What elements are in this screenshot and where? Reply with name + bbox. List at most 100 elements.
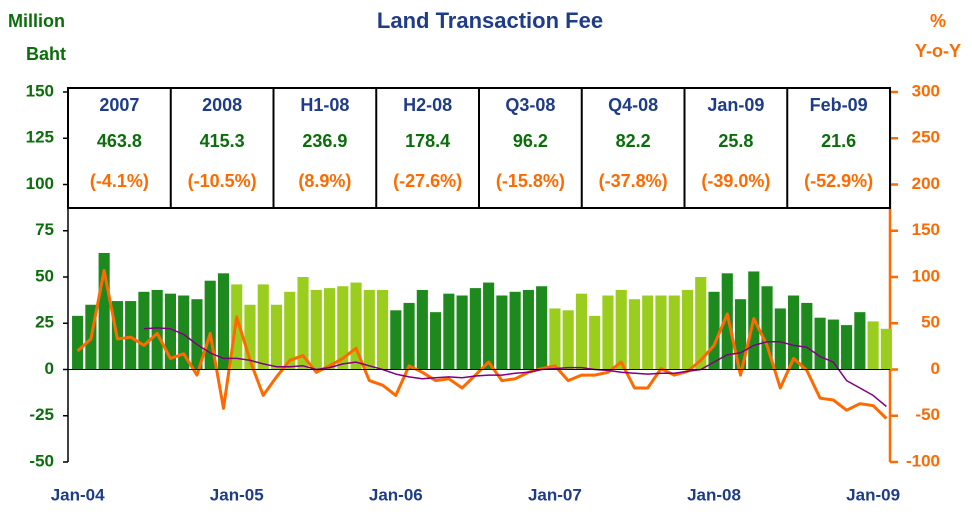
bar	[880, 328, 892, 370]
bar	[536, 286, 548, 370]
table-cell: 96.2	[513, 131, 548, 151]
bar	[430, 312, 442, 370]
bar	[403, 302, 415, 370]
bar	[416, 289, 428, 370]
summary-table: 2007 463.8 (-4.1%) 2008 415.3 (-10.5%) H1-08 23…	[67, 87, 891, 209]
bar	[854, 312, 866, 370]
y-tick-label: 125	[26, 128, 54, 147]
table-header: Q3-08	[505, 95, 555, 115]
x-tick-label: Jan-09	[846, 485, 900, 504]
y2-axis-label: Y-o-Y	[915, 41, 961, 61]
table-cell: 463.8	[97, 131, 142, 151]
bar	[390, 310, 402, 370]
bar	[191, 299, 203, 370]
table-header: Feb-09	[810, 95, 868, 115]
table-header: Q4-08	[608, 95, 658, 115]
bar	[708, 291, 720, 370]
bar	[642, 295, 654, 370]
y2-tick-label: 100	[912, 266, 940, 285]
y-axis-label: Million	[8, 11, 65, 31]
bar	[244, 304, 256, 370]
bar	[774, 308, 786, 370]
y-tick-label: -50	[29, 451, 54, 470]
y-tick-label: 0	[45, 359, 54, 378]
x-tick-label: Jan-06	[369, 485, 423, 504]
bar	[589, 315, 601, 370]
bar	[721, 273, 733, 370]
bar	[483, 282, 495, 370]
table-cell: 415.3	[200, 131, 245, 151]
bar	[655, 295, 667, 370]
table-cell: (8.9%)	[298, 171, 351, 191]
y-tick-label: 75	[35, 220, 54, 239]
table-cell: (-4.1%)	[90, 171, 149, 191]
bar	[178, 295, 190, 370]
bar	[509, 291, 521, 370]
bar	[151, 289, 163, 370]
bar	[841, 325, 853, 370]
x-tick-label: Jan-07	[528, 485, 582, 504]
table-cell: (-15.8%)	[496, 171, 565, 191]
bar	[827, 319, 839, 370]
y-tick-label: 50	[35, 266, 54, 285]
bar	[549, 308, 561, 370]
bar	[734, 299, 747, 370]
bar	[496, 295, 508, 370]
y2-tick-label: 300	[912, 81, 940, 100]
y2-tick-label: -100	[906, 451, 940, 470]
x-tick-label: Jan-04	[51, 485, 105, 504]
y2-tick-label: 150	[912, 220, 940, 239]
table-cell: 21.6	[821, 131, 856, 151]
table-cell: (-27.6%)	[393, 171, 462, 191]
bar	[125, 301, 137, 370]
bar	[297, 277, 309, 370]
y2-tick-label: 250	[912, 128, 940, 147]
bar	[668, 295, 680, 370]
bar	[695, 277, 707, 370]
bar	[867, 321, 879, 370]
bar	[628, 299, 641, 370]
bar	[284, 291, 296, 370]
y-tick-label: 150	[26, 81, 54, 100]
chart-title: Land Transaction Fee	[377, 8, 603, 33]
bar	[575, 293, 588, 370]
table-cell: 82.2	[616, 131, 651, 151]
bar	[801, 302, 813, 370]
y-tick-label: 100	[26, 174, 54, 193]
table-header: H1-08	[300, 95, 349, 115]
y2-axis-label: %	[930, 11, 946, 31]
line-series	[143, 327, 887, 408]
line-series	[76, 269, 888, 420]
table-cell: 25.8	[718, 131, 753, 151]
bar	[522, 289, 534, 370]
bar	[270, 304, 283, 370]
table-cell: (-52.9%)	[804, 171, 873, 191]
bar	[615, 289, 627, 370]
x-tick-label: Jan-05	[210, 485, 264, 504]
bar	[562, 310, 574, 370]
y-tick-label: 25	[35, 313, 54, 332]
x-tick-label: Jan-08	[687, 485, 741, 504]
table-cell: (-10.5%)	[188, 171, 257, 191]
bar	[98, 252, 110, 370]
bar	[376, 289, 389, 370]
bar	[469, 288, 481, 370]
y2-tick-label: -50	[915, 405, 940, 424]
table-cell: 178.4	[405, 131, 450, 151]
bar	[814, 317, 826, 370]
table-header: Jan-09	[707, 95, 764, 115]
bar	[323, 288, 336, 370]
bar	[363, 289, 375, 370]
bar	[681, 289, 694, 370]
bar	[787, 295, 800, 370]
bar	[164, 293, 177, 370]
bar	[456, 295, 468, 370]
y2-tick-label: 0	[931, 359, 940, 378]
table-cell: 236.9	[302, 131, 347, 151]
y2-tick-label: 50	[921, 313, 940, 332]
table-header: 2007	[99, 95, 139, 115]
bar	[257, 284, 269, 370]
bar	[72, 315, 84, 370]
bar	[350, 282, 362, 370]
